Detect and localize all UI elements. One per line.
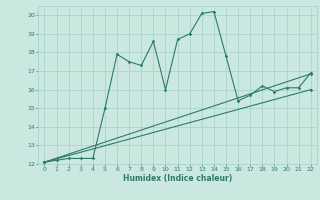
X-axis label: Humidex (Indice chaleur): Humidex (Indice chaleur) — [123, 174, 232, 183]
